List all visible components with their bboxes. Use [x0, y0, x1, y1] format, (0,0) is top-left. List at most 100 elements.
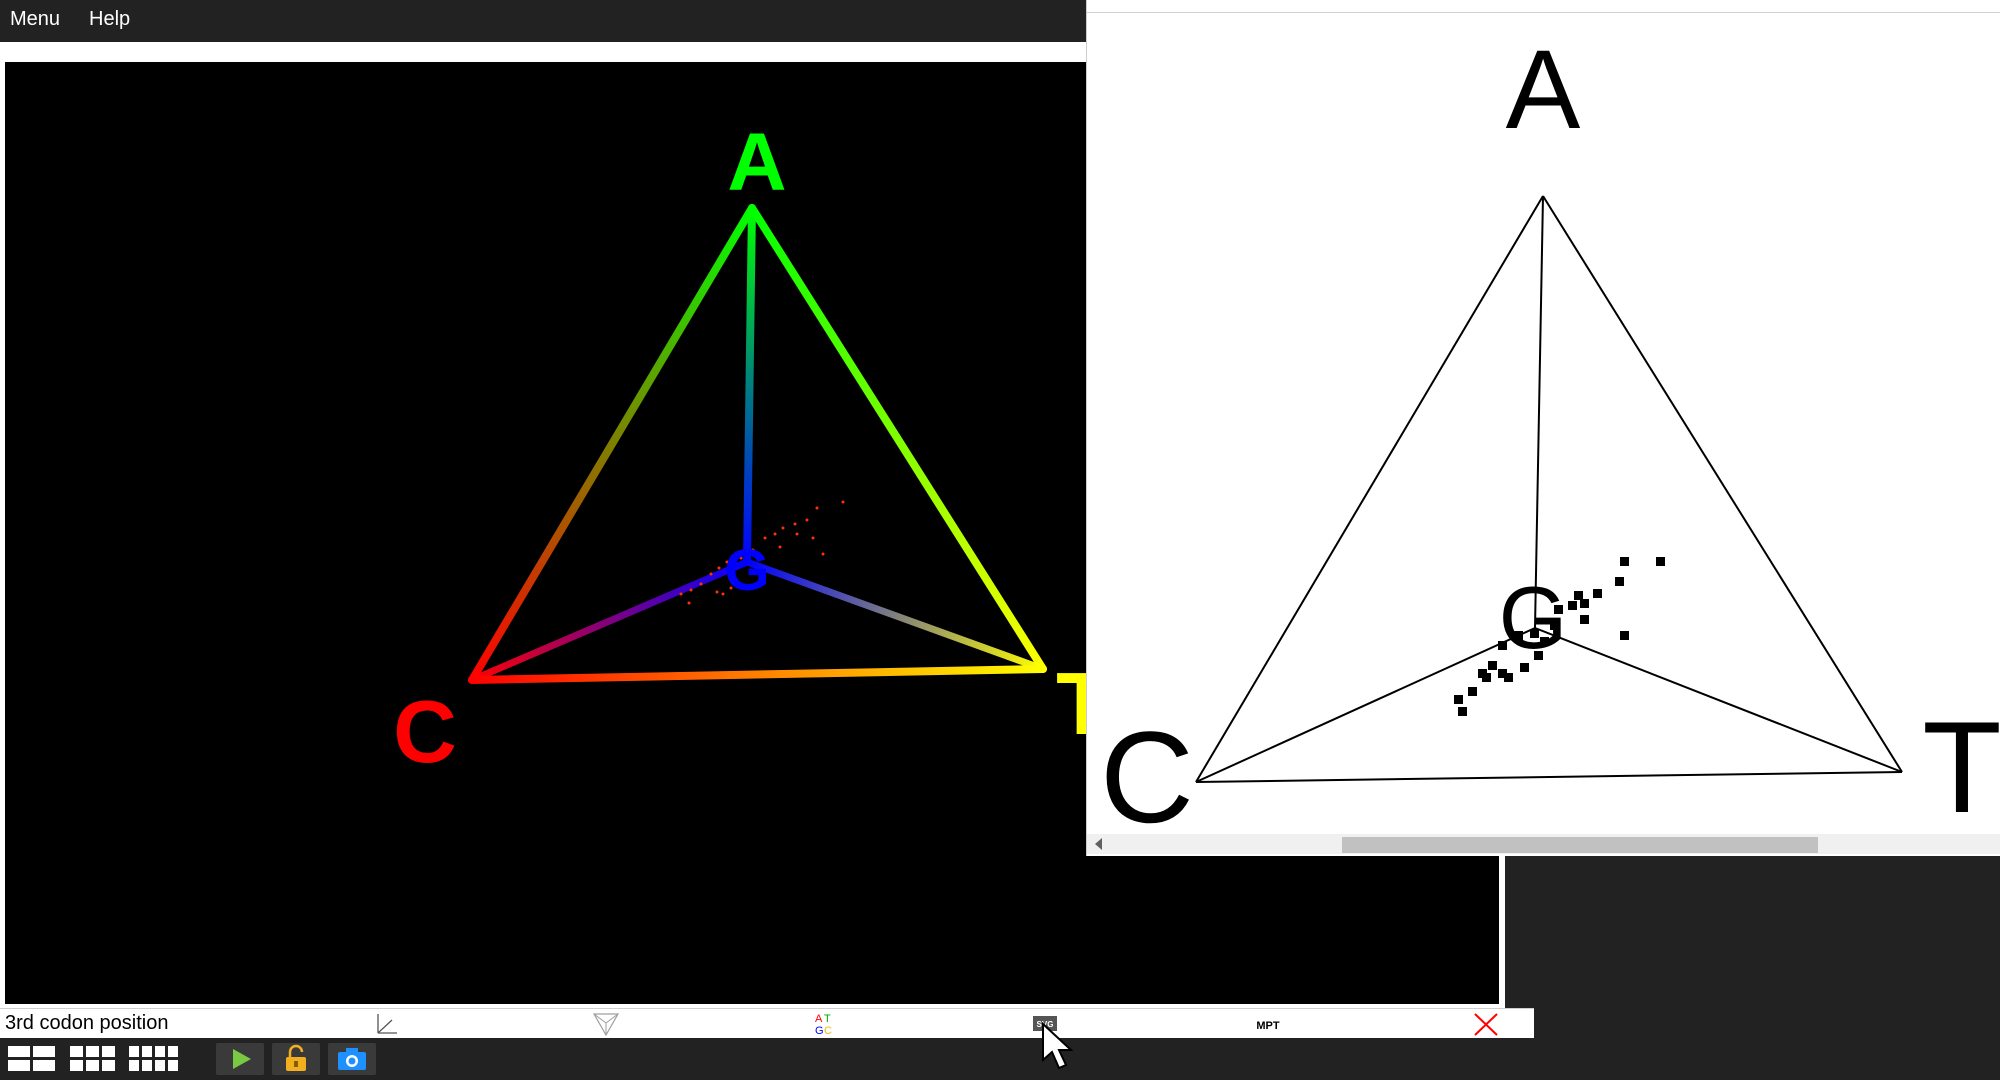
preview-data-point — [1498, 669, 1507, 678]
preview-data-point — [1615, 577, 1624, 586]
window-header-band — [0, 42, 1090, 62]
preview-data-point — [1454, 695, 1463, 704]
tetrahedron-canvas: A C T G — [393, 117, 1110, 781]
data-point — [805, 518, 809, 522]
data-point — [739, 556, 743, 560]
preview-edge-c-t — [1195, 771, 1903, 783]
preview-data-point — [1468, 687, 1477, 696]
play-button[interactable] — [216, 1043, 264, 1075]
vertex-label-g: G — [724, 538, 769, 603]
svg-text:MPT: MPT — [1256, 1020, 1280, 1032]
data-point — [715, 590, 719, 594]
data-point — [721, 592, 725, 596]
view-toolbar: 3rd codon position A T G C SVG — [0, 1008, 1534, 1039]
svg-text:C: C — [824, 1025, 832, 1037]
bottom-bar — [0, 1038, 2000, 1080]
data-point — [821, 552, 825, 556]
preview-data-point — [1620, 631, 1629, 640]
preview-data-point — [1530, 629, 1539, 638]
svg-text:T: T — [824, 1013, 831, 1025]
edge-c-g — [468, 558, 751, 684]
data-point — [717, 566, 721, 570]
data-point — [795, 532, 799, 536]
scrollbar-thumb[interactable] — [1342, 837, 1818, 853]
main-data-points — [679, 500, 845, 605]
preview-edge-a-g — [1534, 195, 1544, 629]
data-point — [729, 586, 733, 590]
preview-data-point — [1593, 589, 1602, 598]
atgc-icon[interactable]: A T G C — [811, 1011, 839, 1037]
preview-data-point — [1574, 591, 1583, 600]
camera-icon — [338, 1048, 366, 1070]
preview-data-point — [1550, 621, 1559, 630]
data-point — [811, 536, 815, 540]
preview-data-point — [1580, 615, 1589, 624]
preview-vertex-label-t: T — [1922, 694, 2000, 834]
data-point — [709, 572, 713, 576]
svg-text:A: A — [815, 1013, 823, 1025]
triangle-icon[interactable] — [592, 1011, 620, 1037]
layout-4x2-icon[interactable] — [128, 1043, 180, 1075]
edge-a-t — [748, 204, 1047, 673]
data-point — [687, 601, 691, 605]
preview-edge-c-g — [1195, 627, 1536, 783]
svg-preview-canvas: A C T G — [1100, 27, 2000, 834]
unlock-button[interactable] — [272, 1043, 320, 1075]
menu-menu[interactable]: Menu — [10, 8, 61, 30]
preview-data-point — [1488, 661, 1497, 670]
vertex-label-a: A — [727, 117, 786, 208]
data-point — [689, 588, 693, 592]
data-point — [773, 532, 777, 536]
preview-vertex-label-a: A — [1506, 27, 1581, 152]
preview-data-point — [1504, 673, 1513, 682]
preview-vertex-label-c: C — [1100, 704, 1194, 834]
edge-t-g — [743, 558, 1047, 673]
mouse-cursor-icon — [1042, 1022, 1074, 1070]
preview-data-point — [1520, 663, 1529, 672]
play-icon — [233, 1049, 251, 1069]
preview-data-points — [1454, 557, 1665, 716]
preview-edge-t-g — [1534, 627, 1903, 773]
scroll-left-arrow-icon[interactable] — [1095, 838, 1102, 850]
preview-data-point — [1656, 557, 1665, 566]
data-point — [763, 536, 767, 540]
edge-a-g — [743, 204, 756, 566]
preview-vertex-label-g: G — [1499, 568, 1567, 667]
svg-text:G: G — [815, 1025, 824, 1037]
preview-data-point — [1482, 673, 1491, 682]
data-point — [793, 522, 797, 526]
preview-data-point — [1458, 707, 1467, 716]
data-point — [841, 500, 845, 504]
layout-2x2-icon[interactable] — [6, 1043, 58, 1075]
mpt-icon[interactable]: MPT — [1250, 1011, 1286, 1037]
preview-data-point — [1514, 631, 1523, 640]
edge-a-c — [468, 204, 756, 684]
svg-preview-titlebar — [1087, 0, 2000, 13]
screenshot-button[interactable] — [328, 1043, 376, 1075]
unlock-icon — [286, 1044, 306, 1071]
layout-3x2-icon[interactable] — [68, 1043, 118, 1075]
svg-preview-window: A C T G — [1086, 0, 2000, 856]
data-point — [781, 526, 785, 530]
preview-data-point — [1620, 557, 1629, 566]
preview-data-point — [1580, 599, 1589, 608]
horizontal-scrollbar[interactable] — [1087, 834, 2000, 854]
menu-bar: Menu Help — [0, 0, 1090, 42]
data-point — [679, 592, 683, 596]
preview-data-point — [1568, 601, 1577, 610]
data-point — [778, 545, 782, 549]
menu-help[interactable]: Help — [89, 8, 131, 30]
close-icon[interactable] — [1472, 1011, 1500, 1037]
data-point — [699, 582, 703, 586]
vertex-label-c: C — [393, 682, 457, 781]
axes-icon[interactable] — [372, 1011, 400, 1037]
preview-data-point — [1554, 605, 1563, 614]
data-point — [815, 506, 819, 510]
data-point — [751, 548, 755, 552]
data-point — [725, 560, 729, 564]
panel-gap — [1505, 856, 1535, 1038]
preview-data-point — [1498, 641, 1507, 650]
preview-data-point — [1534, 651, 1543, 660]
preview-edge-a-t — [1542, 195, 1903, 773]
preview-data-point — [1540, 637, 1549, 646]
